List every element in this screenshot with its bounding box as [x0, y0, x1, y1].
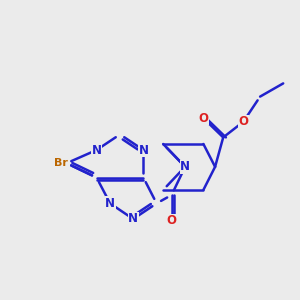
Text: N: N	[92, 143, 102, 157]
Text: O: O	[167, 214, 177, 227]
Text: N: N	[180, 160, 190, 173]
Text: N: N	[128, 212, 138, 226]
Text: O: O	[238, 115, 248, 128]
Text: Br: Br	[54, 158, 68, 168]
Text: N: N	[105, 197, 115, 210]
Text: N: N	[138, 143, 148, 157]
Text: O: O	[198, 112, 208, 125]
